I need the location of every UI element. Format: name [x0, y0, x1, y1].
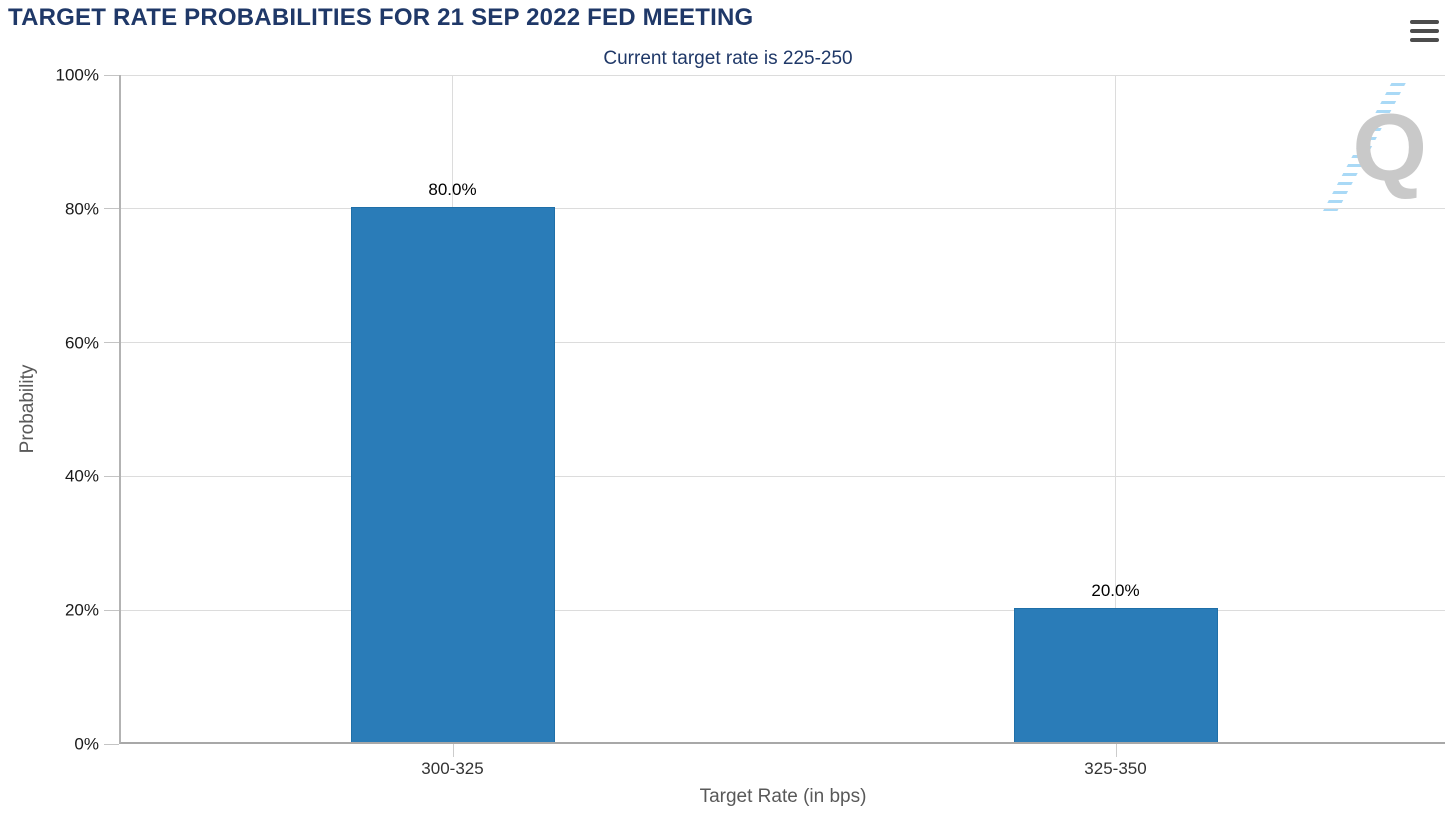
y-tick-label: 100%	[55, 65, 99, 85]
gridline-horizontal	[121, 475, 1445, 477]
y-tick-label: 80%	[64, 199, 99, 219]
y-tick-mark	[104, 609, 119, 611]
hamburger-icon	[1410, 38, 1439, 42]
gridline-vertical	[1115, 75, 1116, 742]
y-tick-mark	[104, 74, 119, 76]
bar-value-label: 20.0%	[1091, 581, 1140, 601]
chart-subtitle: Current target rate is 225-250	[603, 48, 853, 69]
y-tick-label: 40%	[64, 466, 99, 486]
hamburger-icon	[1410, 29, 1439, 33]
x-tick-mark	[452, 744, 454, 757]
y-tick-mark	[104, 342, 119, 344]
y-tick-label: 0%	[74, 734, 99, 754]
bar-300-325	[350, 206, 555, 742]
hamburger-icon	[1410, 20, 1439, 24]
y-tick-mark	[104, 743, 119, 745]
x-tick-label: 300-325	[421, 759, 484, 778]
y-tick-mark	[104, 475, 119, 477]
y-tick-label: 60%	[64, 333, 99, 353]
x-axis-title: Target Rate (in bps)	[699, 786, 867, 807]
q-logo-icon: Q	[1352, 94, 1427, 201]
menu-button[interactable]	[1408, 18, 1441, 44]
quikstrike-watermark: Q	[1323, 83, 1427, 213]
gridline-horizontal	[121, 609, 1445, 611]
gridline-horizontal	[121, 74, 1445, 76]
gridline-horizontal	[121, 342, 1445, 344]
y-tick-label: 20%	[64, 600, 99, 620]
y-axis-title: Probability	[17, 364, 38, 453]
y-tick-mark	[104, 208, 119, 210]
bar-value-label: 80.0%	[428, 179, 477, 199]
plot-area: Q Target Rate (in bps) Probability 0% 20%…	[17, 67, 1445, 807]
gridline-horizontal	[121, 208, 1445, 210]
bar-325-350	[1013, 608, 1218, 742]
x-tick-mark	[1115, 744, 1117, 757]
page-title: TARGET RATE PROBABILITIES FOR 21 SEP 202…	[8, 4, 754, 31]
watermark-dashes-icon	[1323, 83, 1406, 211]
x-tick-label: 325-350	[1084, 759, 1147, 778]
